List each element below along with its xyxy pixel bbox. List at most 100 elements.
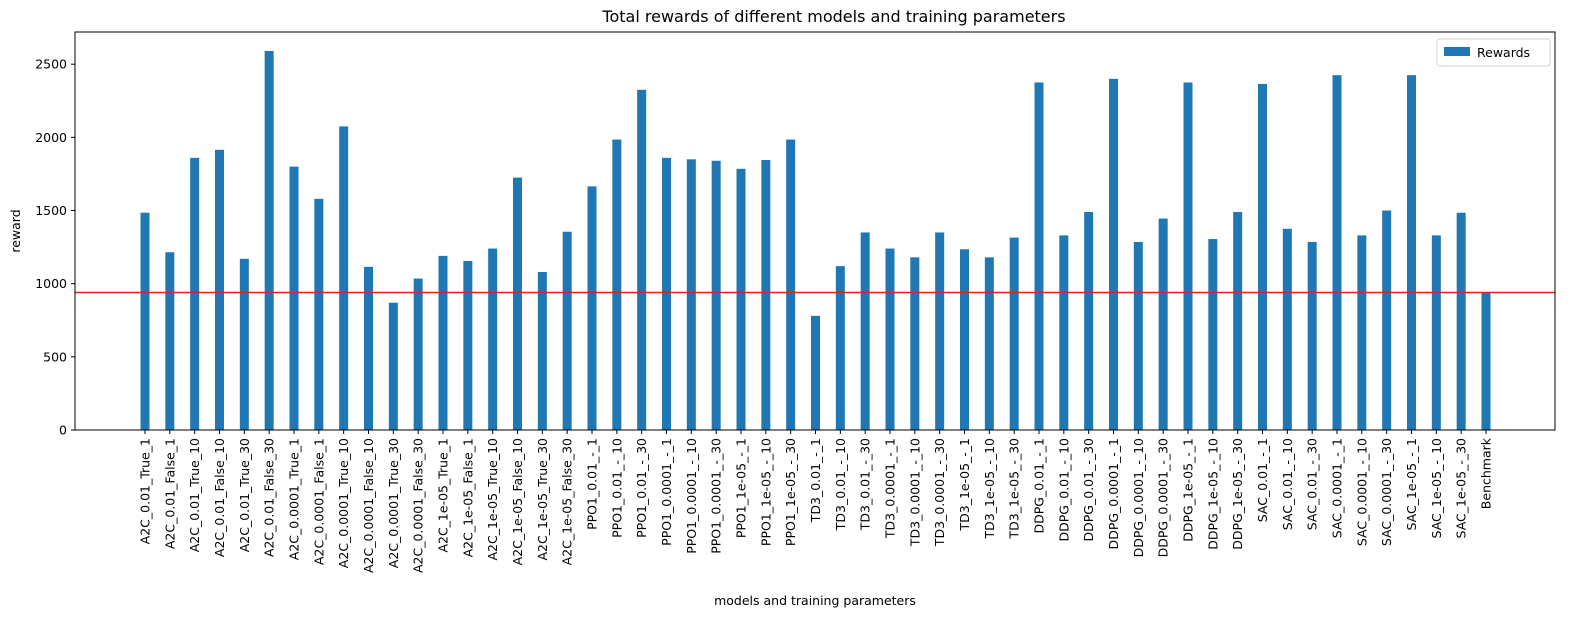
- plot-frame: [74, 31, 1556, 431]
- x-tick-label: TD3_0.0001_-_30: [932, 438, 947, 547]
- x-tick-label: A2C_0.0001_True_1: [287, 438, 302, 560]
- x-tick-label: A2C_0.0001_False_1: [311, 438, 326, 565]
- x-tick-label: A2C_0.01_True_10: [187, 438, 202, 552]
- x-tick-label: SAC_0.01_-_30: [1305, 438, 1320, 530]
- bar: [1258, 83, 1267, 430]
- bar: [910, 257, 920, 430]
- x-tick-label: DDPG_1e-05_-_30: [1230, 438, 1245, 550]
- y-tick-label: 2000: [35, 130, 67, 145]
- x-tick-label: A2C_0.0001_False_30: [411, 438, 426, 573]
- x-tick-label: A2C_0.0001_True_10: [336, 438, 351, 568]
- legend-box: [1436, 38, 1551, 67]
- bar: [637, 89, 647, 431]
- bar: [165, 252, 175, 430]
- x-tick-label: PPO1_1e-05_-_30: [783, 438, 798, 546]
- bar: [1183, 82, 1193, 430]
- bar: [264, 51, 274, 431]
- x-tick-label: A2C_1e-05_False_10: [510, 438, 525, 565]
- bar: [413, 278, 423, 430]
- x-tick-label: A2C_0.01_False_1: [162, 438, 177, 549]
- x-tick-label: DDPG_0.01_-_1: [1032, 438, 1047, 534]
- x-tick-label: TD3_1e-05_-_30: [1007, 438, 1022, 539]
- x-tick-label: TD3_0.01_-_30: [858, 438, 873, 531]
- bar: [190, 157, 200, 430]
- x-tick-label: A2C_1e-05_True_30: [535, 438, 550, 561]
- bar: [984, 257, 994, 430]
- x-tick-label: PPO1_0.0001_-_30: [709, 438, 724, 554]
- y-tick-label: 500: [43, 349, 67, 364]
- bar: [1034, 82, 1044, 430]
- bar: [1456, 212, 1466, 430]
- x-tick-label: PPO1_1e-05_-_1: [734, 438, 749, 538]
- legend-label: Rewards: [1477, 45, 1530, 60]
- x-tick-label: A2C_1e-05_False_1: [460, 438, 475, 557]
- x-tick-label: TD3_1e-05_-_10: [982, 438, 997, 539]
- bar: [960, 249, 969, 430]
- bar: [587, 186, 597, 430]
- x-tick-label: PPO1_0.01_-_1: [585, 438, 600, 530]
- x-tick-label: SAC_0.01_-_10: [1280, 438, 1295, 530]
- bar: [537, 271, 547, 430]
- bar: [612, 139, 622, 431]
- bar: [438, 255, 448, 431]
- bar: [811, 315, 820, 430]
- bar: [761, 160, 771, 430]
- x-tick-label: DDPG_0.0001_-_1: [1106, 438, 1121, 549]
- bar: [1282, 228, 1292, 430]
- x-tick-label: PPO1_0.01_-_10: [609, 438, 624, 538]
- bar: [1109, 78, 1118, 430]
- bar: [463, 261, 473, 430]
- bar: [1059, 235, 1069, 430]
- x-tick-label: DDPG_1e-05_-_10: [1205, 438, 1220, 550]
- x-tick-label: DDPG_0.0001_-_30: [1156, 438, 1171, 557]
- bar: [339, 126, 349, 430]
- x-tick-label: PPO1_0.01_-_30: [634, 438, 649, 538]
- x-tick-label: SAC_0.01_-_1: [1255, 438, 1270, 522]
- bar: [1407, 75, 1416, 431]
- x-tick-label: A2C_0.01_True_1: [138, 438, 153, 544]
- x-tick-label: A2C_0.01_True_30: [237, 438, 252, 552]
- x-tick-label: DDPG_0.0001_-_10: [1131, 438, 1146, 557]
- y-tick-label: 1500: [35, 203, 67, 218]
- bar: [513, 177, 522, 430]
- x-tick-label: DDPG_0.01_-_10: [1056, 438, 1071, 542]
- y-tick-label: 1000: [35, 276, 67, 291]
- bar: [140, 212, 150, 430]
- bar: [215, 149, 224, 431]
- x-tick-label: TD3_0.01_-_10: [833, 438, 848, 531]
- x-tick-label: SAC_0.0001_-_10: [1354, 438, 1369, 546]
- bars-group: [140, 51, 1491, 431]
- x-tick-label: TD3_1e-05_-_1: [957, 438, 972, 532]
- bar: [860, 232, 870, 430]
- legend-swatch: [1444, 47, 1470, 56]
- bar: [1307, 241, 1317, 430]
- y-tick-label: 2500: [35, 57, 67, 72]
- x-tick-label: A2C_1e-05_False_30: [560, 438, 575, 565]
- x-tick-label: A2C_1e-05_True_1: [436, 438, 451, 553]
- x-tick-label: SAC_1e-05_-_1: [1404, 438, 1419, 531]
- bar: [736, 168, 746, 430]
- bar: [686, 159, 696, 431]
- x-tick-label: A2C_0.01_False_10: [212, 438, 227, 557]
- bar: [1481, 292, 1491, 430]
- x-tick-label: Benchmark: [1479, 437, 1494, 509]
- x-tick-label: DDPG_0.01_-_30: [1081, 438, 1096, 542]
- bar: [1158, 218, 1168, 430]
- x-tick-label: A2C_0.0001_False_10: [361, 438, 376, 573]
- x-tick-label: TD3_0.01_-_1: [808, 438, 823, 523]
- bar: [1357, 235, 1367, 430]
- x-tick-label: TD3_0.0001_-_10: [907, 438, 922, 547]
- chart-title: Total rewards of different models and tr…: [601, 7, 1065, 26]
- x-tick-label: SAC_1e-05_-_10: [1429, 438, 1444, 538]
- bar: [1382, 210, 1392, 430]
- x-tick-label: SAC_0.0001_-_30: [1379, 438, 1394, 546]
- x-tick-label: PPO1_1e-05_-_10: [758, 438, 773, 546]
- x-tick-label: DDPG_1e-05_-_1: [1181, 438, 1196, 542]
- x-tick-label: TD3_0.0001_-_1: [883, 438, 898, 539]
- x-tick-label: SAC_1e-05_-_30: [1454, 438, 1469, 538]
- bar: [935, 232, 945, 430]
- x-tick-label: A2C_1e-05_True_10: [485, 438, 500, 561]
- bar: [1208, 239, 1218, 430]
- bar: [1133, 241, 1143, 430]
